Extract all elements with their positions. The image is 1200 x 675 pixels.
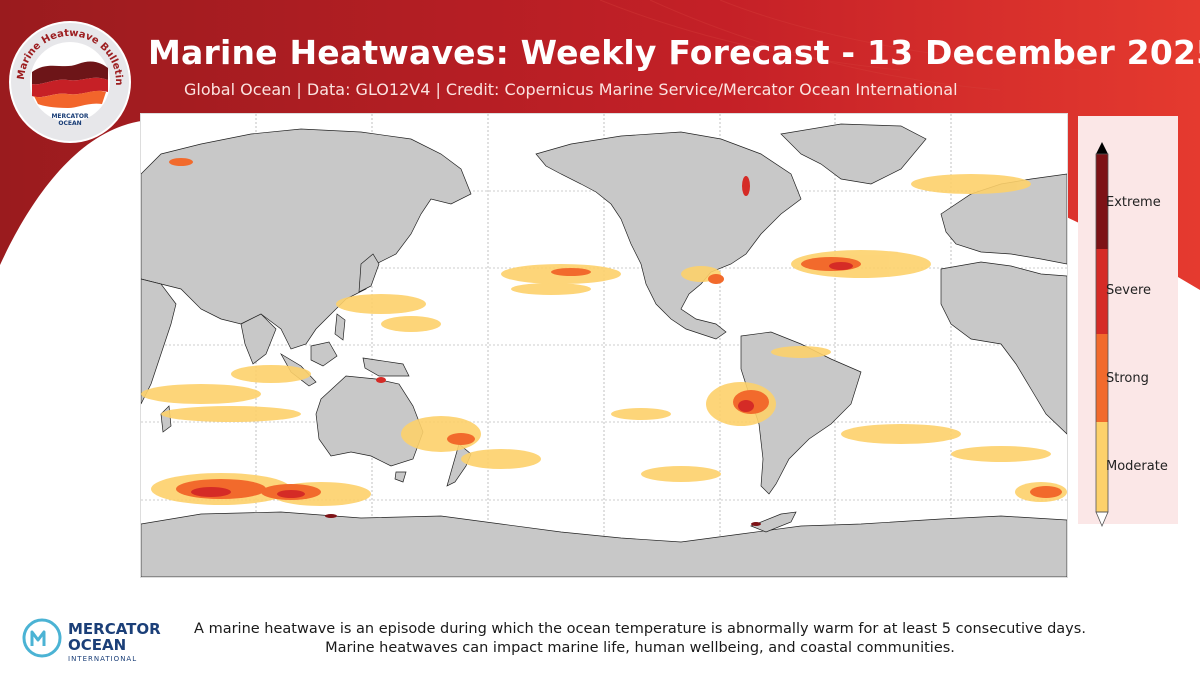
legend-label-severe: Severe — [1106, 283, 1151, 298]
org-name-line3: INTERNATIONAL — [68, 655, 138, 663]
land-antarctica — [141, 511, 1067, 577]
page-title: Marine Heatwaves: Weekly Forecast - 13 D… — [148, 33, 1200, 72]
marine-heatwave-definition: A marine heatwave is an episode during w… — [194, 621, 1086, 656]
land-north-america — [535, 131, 802, 340]
badge-inner-logo-line2: OCEAN — [58, 120, 81, 127]
map-canvas — [141, 114, 1067, 577]
land-japan — [358, 253, 380, 293]
legend-swatch-extreme — [1096, 154, 1108, 249]
land-madagascar — [160, 405, 172, 433]
land-australia — [315, 375, 424, 467]
legend-triangle-top — [1096, 142, 1108, 154]
heatwave-moderate — [141, 174, 1067, 506]
legend-label-extreme: Extreme — [1106, 195, 1161, 210]
badge-inner-logo-line1: MERCATOR — [51, 113, 88, 120]
org-name-line1: MERCATOR — [68, 620, 161, 638]
legend-triangle-bottom — [1095, 511, 1109, 528]
land-new-guinea — [362, 357, 410, 377]
legend-label-moderate: Moderate — [1106, 459, 1168, 474]
land-borneo — [310, 341, 338, 367]
land-india — [240, 313, 277, 365]
heatwave-severe — [191, 176, 853, 498]
legend-swatch-strong — [1096, 334, 1108, 422]
org-name-line2: OCEAN — [68, 636, 127, 654]
land-africa-west — [940, 261, 1067, 435]
marine-heatwave-bulletin-badge: Marine Heatwave Bulletin MERCATOR OCEAN — [9, 21, 131, 143]
heatwave-extreme — [325, 514, 761, 526]
land-antarctic-peninsula — [750, 511, 797, 533]
land — [141, 123, 1067, 577]
page-subtitle: Global Ocean | Data: GLO12V4 | Credit: C… — [184, 80, 958, 99]
land-philippines — [334, 313, 346, 341]
land-africa-east — [141, 278, 177, 405]
legend-panel — [1078, 116, 1178, 524]
mercator-ocean-logo-icon — [22, 618, 62, 658]
land-tasmania — [394, 471, 407, 483]
legend-colorbar — [1095, 142, 1109, 528]
land-greenland — [780, 123, 927, 185]
legend-swatch-moderate — [1096, 422, 1108, 512]
world-map — [140, 113, 1068, 578]
legend-label-strong: Strong — [1106, 371, 1149, 386]
legend-swatch-severe — [1096, 249, 1108, 334]
